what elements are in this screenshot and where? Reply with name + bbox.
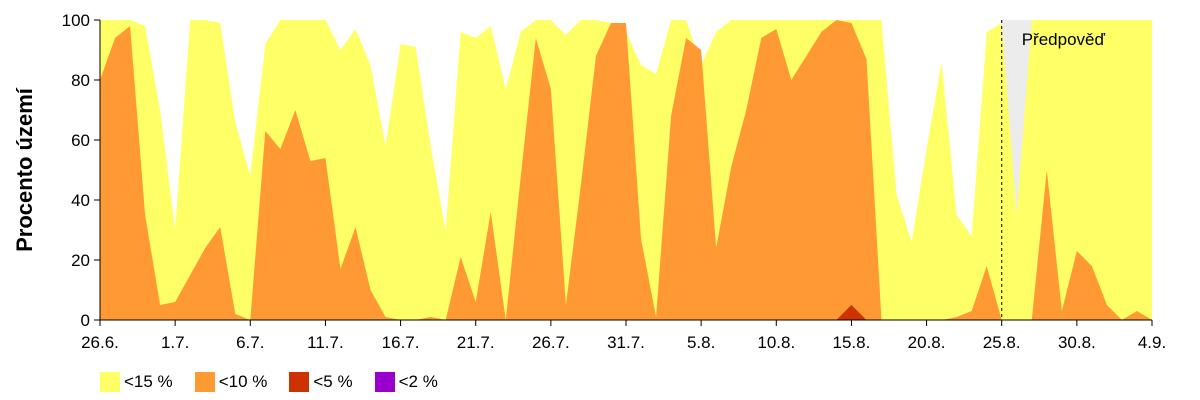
x-tick-label: 15.8. (833, 333, 871, 352)
y-axis-label: Procento území (12, 87, 37, 252)
x-tick-label: 25.8. (983, 333, 1021, 352)
legend-swatch (194, 372, 215, 392)
area-series-group (100, 20, 1152, 320)
x-tick-label: 31.7. (607, 333, 645, 352)
legend-item-3: <5 % (289, 372, 353, 392)
x-tick-label: 30.8. (1058, 333, 1096, 352)
y-axis-ticks: 0 20 40 60 80 100 (62, 11, 100, 330)
y-tick-label: 0 (81, 311, 90, 330)
y-tick-label: 20 (71, 251, 90, 270)
legend-item-4: <2 % (374, 372, 438, 392)
legend-swatch (100, 372, 120, 392)
forecast-label: Předpověď (1022, 30, 1106, 49)
legend-label: <15 % (124, 372, 173, 391)
legend-item-1: <15 % (100, 372, 173, 392)
y-tick-label: 80 (71, 71, 90, 90)
x-tick-label: 20.8. (908, 333, 946, 352)
legend-swatch (289, 372, 310, 392)
y-tick-label: 60 (71, 131, 90, 150)
legend-item-2: <10 % (194, 372, 268, 392)
x-tick-label: 16.7. (382, 333, 420, 352)
x-tick-label: 6.7. (236, 333, 264, 352)
area-series-2 (100, 20, 1152, 320)
x-tick-label: 26.6. (81, 333, 119, 352)
x-tick-label: 21.7. (457, 333, 495, 352)
area-chart: 0 20 40 60 80 100 26.6. 1.7. 6.7. 11.7. 16.7. 21.7… (12, 11, 1166, 352)
x-tick-label: 11.7. (307, 333, 344, 352)
x-tick-label: 5.8. (687, 333, 715, 352)
x-tick-label: 1.7. (161, 333, 189, 352)
legend-swatch (374, 372, 395, 392)
x-tick-label: 10.8. (757, 333, 795, 352)
y-tick-label: 40 (71, 191, 90, 210)
legend-label: <2 % (398, 372, 438, 391)
x-tick-label: 4.9. (1138, 333, 1166, 352)
legend-label: <5 % (313, 372, 353, 391)
x-tick-label: 26.7. (532, 333, 570, 352)
legend: <15 % <10 % <5 % <2 % (100, 372, 460, 392)
x-axis-ticks: 26.6. 1.7. 6.7. 11.7. 16.7. 21.7. 26.7. 31.7. 5.… (81, 320, 1166, 352)
legend-label: <10 % (218, 372, 268, 391)
y-tick-label: 100 (62, 11, 90, 30)
